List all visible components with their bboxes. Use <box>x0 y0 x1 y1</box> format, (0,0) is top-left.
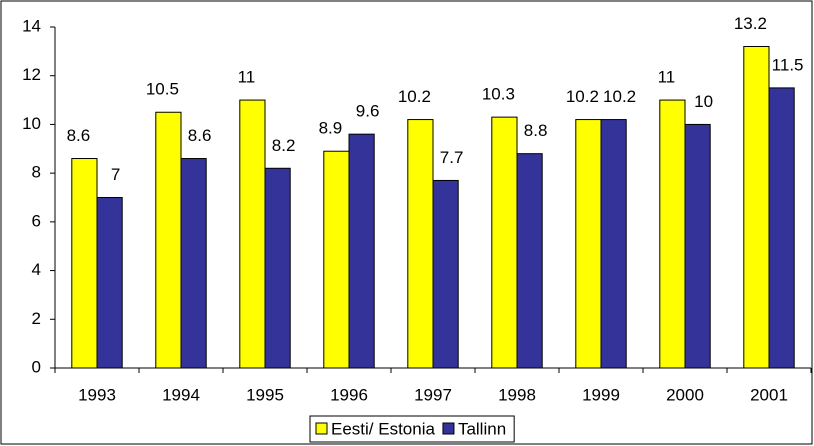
data-label: 13.2 <box>734 14 767 33</box>
bar <box>239 99 266 369</box>
bar <box>684 123 711 369</box>
bar <box>516 153 543 369</box>
bar <box>600 119 627 369</box>
bar <box>155 111 182 369</box>
x-tick-label: 1993 <box>78 385 116 404</box>
bar <box>432 179 459 369</box>
y-tick-label: 2 <box>32 309 41 328</box>
bar <box>407 119 434 369</box>
y-tick-label: 4 <box>32 260 41 279</box>
data-label: 10 <box>694 92 713 111</box>
bar <box>575 119 602 369</box>
data-label: 7 <box>111 165 120 184</box>
legend-swatch <box>442 422 455 435</box>
y-tick-label: 12 <box>22 65 41 84</box>
x-tick-label: 1997 <box>414 385 452 404</box>
x-tick-label: 1995 <box>246 385 284 404</box>
bar <box>71 158 98 369</box>
data-label: 10.3 <box>482 85 515 104</box>
bar <box>96 197 123 369</box>
bar <box>768 87 795 369</box>
data-label: 11 <box>658 68 676 87</box>
x-tick-label: 2000 <box>666 385 704 404</box>
data-label: 10.5 <box>146 80 179 99</box>
data-label: 10.2 <box>603 87 636 106</box>
legend-swatch <box>315 422 328 435</box>
x-tick-label: 1999 <box>582 385 620 404</box>
data-label: 9.6 <box>356 102 380 121</box>
data-label: 8.6 <box>67 126 91 145</box>
y-tick-label: 14 <box>22 16 41 35</box>
x-tick-label: 1994 <box>162 385 200 404</box>
bar <box>264 167 291 369</box>
data-label: 10.2 <box>566 87 599 106</box>
bar <box>348 133 375 369</box>
bar <box>743 45 770 369</box>
bar <box>180 158 207 369</box>
data-label: 8.2 <box>272 136 296 155</box>
data-label: 7.7 <box>440 148 464 167</box>
x-tick-label: 1998 <box>498 385 536 404</box>
legend-label: Eesti/ Estonia <box>331 419 435 438</box>
bar <box>659 99 686 369</box>
data-label: 11.5 <box>772 55 804 74</box>
bar <box>491 116 518 369</box>
y-tick-label: 8 <box>32 163 41 182</box>
x-tick-label: 2001 <box>750 385 788 404</box>
y-tick-label: 10 <box>22 114 41 133</box>
y-tick-label: 0 <box>32 357 41 376</box>
legend-box <box>309 415 515 443</box>
data-label: 8.6 <box>188 126 212 145</box>
x-tick-label: 1996 <box>330 385 368 404</box>
bar <box>323 150 350 369</box>
legend-label: Tallinn <box>458 419 506 438</box>
y-tick-label: 6 <box>32 211 41 230</box>
data-label: 8.9 <box>319 119 343 138</box>
data-label: 8.8 <box>524 121 548 140</box>
data-label: 11 <box>238 68 256 87</box>
data-label: 10.2 <box>398 87 431 106</box>
